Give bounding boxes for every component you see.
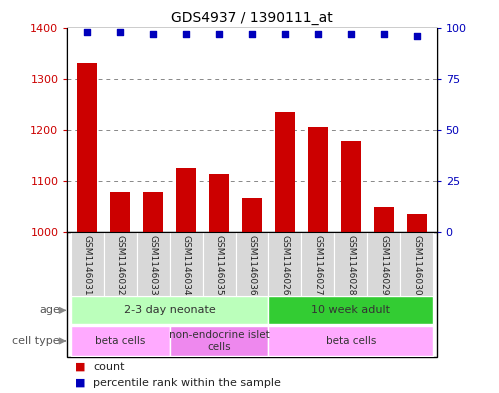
Bar	[236, 231, 268, 296]
Bar	[407, 214, 427, 231]
Point	[83, 28, 91, 35]
Point	[248, 31, 256, 37]
Bar	[71, 296, 268, 324]
Bar	[268, 231, 301, 296]
Bar	[143, 192, 163, 231]
Bar	[334, 231, 367, 296]
Bar	[268, 296, 433, 324]
Bar	[367, 231, 400, 296]
Point	[314, 31, 322, 37]
Bar	[170, 325, 268, 356]
Text: count: count	[93, 362, 125, 372]
Text: 2-3 day neonate: 2-3 day neonate	[124, 305, 216, 315]
Bar	[268, 325, 433, 356]
Text: GSM1146035: GSM1146035	[215, 235, 224, 296]
Bar	[170, 231, 203, 296]
Text: GSM1146030: GSM1146030	[412, 235, 421, 296]
Text: GSM1146036: GSM1146036	[248, 235, 256, 296]
Text: GSM1146027: GSM1146027	[313, 235, 322, 295]
Bar	[374, 207, 394, 231]
Text: percentile rank within the sample: percentile rank within the sample	[93, 378, 281, 388]
Bar	[203, 231, 236, 296]
Bar	[242, 198, 262, 231]
Text: GSM1146032: GSM1146032	[116, 235, 125, 295]
Text: GSM1146031: GSM1146031	[83, 235, 92, 296]
Bar	[104, 231, 137, 296]
Text: beta cells: beta cells	[95, 336, 145, 346]
Text: GSM1146034: GSM1146034	[182, 235, 191, 295]
Text: ■: ■	[75, 362, 85, 372]
Bar	[71, 325, 170, 356]
Text: cell type: cell type	[12, 336, 60, 346]
Bar	[67, 28, 437, 357]
Text: beta cells: beta cells	[326, 336, 376, 346]
Title: GDS4937 / 1390111_at: GDS4937 / 1390111_at	[171, 11, 333, 25]
Text: ■: ■	[75, 378, 85, 388]
Bar	[301, 231, 334, 296]
Point	[182, 31, 190, 37]
Point	[413, 33, 421, 39]
Bar	[209, 174, 229, 231]
Bar	[275, 112, 295, 231]
Text: age: age	[39, 305, 60, 315]
Point	[149, 31, 157, 37]
Point	[281, 31, 289, 37]
Bar	[176, 168, 196, 231]
Point	[116, 28, 124, 35]
Text: GSM1146028: GSM1146028	[346, 235, 355, 295]
Bar	[341, 141, 361, 231]
Bar	[110, 192, 130, 231]
Text: GSM1146026: GSM1146026	[280, 235, 289, 295]
Bar	[308, 127, 328, 231]
Bar	[400, 231, 433, 296]
Text: GSM1146033: GSM1146033	[149, 235, 158, 296]
Bar	[71, 231, 104, 296]
Text: GSM1146029: GSM1146029	[379, 235, 388, 295]
Point	[215, 31, 223, 37]
Point	[347, 31, 355, 37]
Text: 10 week adult: 10 week adult	[311, 305, 390, 315]
Bar	[77, 63, 97, 231]
Text: non-endocrine islet
cells: non-endocrine islet cells	[169, 330, 269, 352]
Bar	[137, 231, 170, 296]
Point	[380, 31, 388, 37]
